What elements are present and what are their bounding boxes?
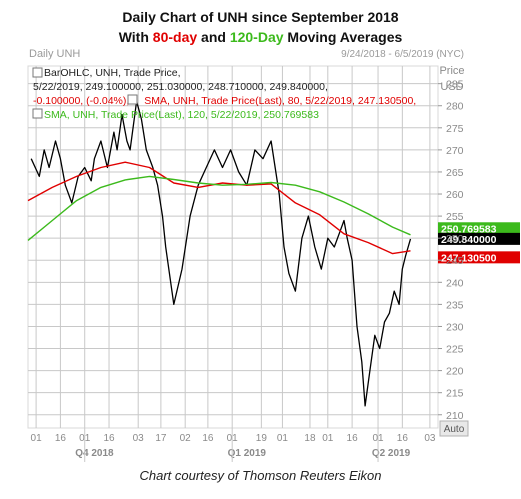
y-tick-label: 235 [446, 299, 464, 311]
y-tick-label: 245 [446, 255, 464, 267]
chart-subtitle: With 80-day and 120-Day Moving Averages [0, 29, 521, 45]
legend-line-1: BarOHLC, UNH, Trade Price, [44, 67, 181, 79]
legend-change: -0.100000, (-0.04%), [33, 95, 132, 107]
price-tag [438, 251, 520, 264]
x-tick-label: 01 [277, 433, 289, 444]
price-tag-label: 247.130500 [441, 252, 497, 264]
series-layer [27, 100, 412, 407]
legend-line-2: 5/22/2019, 249.100000, 251.030000, 248.7… [33, 81, 328, 93]
chart-title: Daily Chart of UNH since September 2018 [122, 9, 399, 25]
y-tick-label: 210 [446, 410, 464, 422]
sma80-line [27, 161, 411, 255]
quarter-label: Q1 2019 [228, 448, 267, 459]
x-tick-label: 16 [103, 433, 115, 444]
subtitle-prefix: With [118, 29, 153, 45]
x-tick-label: 01 [31, 433, 43, 444]
bar-ohlc-icon [32, 67, 43, 78]
y-tick-label: 250 [446, 233, 464, 245]
gridlines [28, 66, 438, 428]
y-tick-label: 225 [446, 344, 464, 356]
sma120-icon [32, 108, 43, 119]
y-tick-label: 260 [446, 189, 464, 201]
y-tick-label: 280 [446, 101, 464, 113]
y-tick-label: 265 [446, 167, 464, 179]
chart-caption: Chart courtesy of Thomson Reuters Eikon [139, 468, 382, 483]
subtitle-mid: and [197, 29, 230, 45]
x-tick-label: 03 [424, 433, 436, 444]
x-tick-label: 17 [155, 433, 167, 444]
y-tick-label: 270 [446, 145, 464, 157]
price-line [30, 100, 412, 407]
x-tick-label: 16 [55, 433, 67, 444]
subtitle-120-day: 120-Day [229, 29, 284, 45]
legend-line-3: -0.100000, (-0.04%), SMA, UNH, Trade Pri… [33, 95, 416, 107]
x-tick-label: 19 [256, 433, 268, 444]
y-tick-label: 240 [446, 277, 464, 289]
y-tick-label: 275 [446, 123, 464, 135]
y-tick-label: 255 [446, 211, 464, 223]
price-tag-label: 250.769583 [441, 223, 497, 235]
auto-scale-button[interactable] [439, 420, 469, 437]
price-tag-label: 249.840000 [441, 234, 497, 246]
y-tick-label: 215 [446, 388, 464, 400]
x-tick-label: 16 [397, 433, 409, 444]
legend: BarOHLC, UNH, Trade Price, 5/22/2019, 24… [32, 67, 416, 121]
sma120-line [27, 175, 411, 241]
price-tag [438, 232, 520, 245]
x-tick-label: 18 [304, 433, 316, 444]
legend-sma120: SMA, UNH, Trade Price(Last), 120, 5/22/2… [44, 109, 319, 121]
legend-sma80: SMA, UNH, Trade Price(Last), 80, 5/22/20… [144, 95, 416, 107]
chart-header-right: 9/24/2018 - 6/5/2019 (NYC) [341, 49, 464, 60]
quarter-label: Q2 2019 [372, 448, 411, 459]
y-tick-label: 220 [446, 366, 464, 378]
x-tick-label: 16 [347, 433, 359, 444]
price-tag [438, 222, 520, 235]
y-tick-label: 230 [446, 321, 464, 333]
y-tick-label: 285 [446, 79, 464, 91]
quarter-label: Q4 2018 [75, 448, 114, 459]
x-tick-label: 16 [202, 433, 214, 444]
subtitle-80-day: 80-day [152, 29, 198, 45]
subtitle-suffix: Moving Averages [283, 29, 403, 45]
x-tick-label: 01 [322, 433, 334, 444]
x-tick-label: 02 [180, 433, 192, 444]
y-axis-ticks: 210 215 220 225 230 235 240 245 250 255 260 265 270 2… [438, 79, 464, 422]
price-axis-unit: USD [440, 81, 463, 93]
price-axis-title: Price [439, 65, 464, 77]
chart-header-left: Daily UNH [29, 48, 80, 60]
x-tick-label: 03 [133, 433, 145, 444]
sma80-icon [127, 94, 138, 105]
auto-scale-label: Auto [444, 424, 465, 435]
